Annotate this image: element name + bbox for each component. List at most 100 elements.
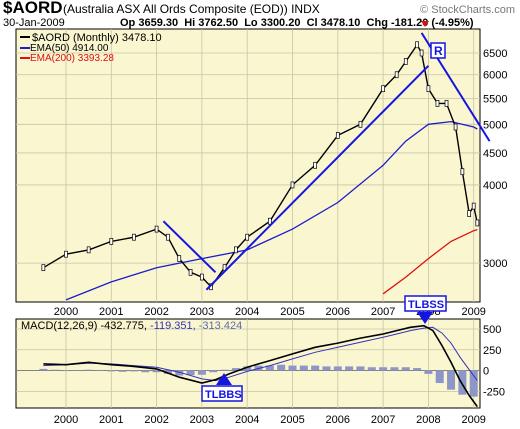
- histogram-bar: [62, 370, 70, 372]
- price-x-tick-label: 2002: [144, 306, 168, 318]
- histogram-bar: [95, 370, 104, 371]
- macd-title-value: -432.775,: [100, 320, 146, 332]
- histogram-bar: [447, 370, 456, 390]
- candle-body: [109, 238, 114, 245]
- macd-tick-label: -250: [483, 386, 505, 398]
- macd-x-tick-label: 2004: [235, 414, 259, 426]
- macd-axis: 500 250 0 -250: [483, 324, 505, 398]
- histogram-bar: [73, 370, 82, 371]
- candle-body: [200, 273, 204, 281]
- price-panel-bg: [15, 28, 481, 303]
- ohlc-readout: Op 3659.30 Hi 3762.50 Lo 3300.20 Cl 3478…: [120, 17, 474, 29]
- low-label: Lo: [244, 17, 258, 29]
- macd-title: MACD(12,26,9) -432.775, -119.351, -313.4…: [21, 320, 242, 332]
- candle-body: [188, 268, 193, 276]
- candle-body: [460, 168, 465, 176]
- legend-price: $AORD (Monthly) 3478.10: [32, 32, 162, 44]
- histogram-bar: [209, 370, 218, 373]
- tlbbs-label: TLBBS: [205, 389, 242, 401]
- macd-series-layer: [39, 324, 478, 408]
- resistance-box: [430, 42, 446, 59]
- macd-tick-label: 0: [483, 366, 489, 378]
- down-arrow-icon: [417, 312, 433, 324]
- close-value: 3478.10: [320, 17, 361, 29]
- macd-x-tick-label: 2009: [461, 414, 485, 426]
- histogram-bar: [469, 370, 478, 397]
- price-tick-label: 5000: [483, 119, 507, 131]
- ema50-line: [65, 120, 478, 301]
- macd-title-histogram: -313.424: [199, 320, 242, 332]
- candle-body: [471, 202, 476, 210]
- resistance-label: R: [434, 44, 443, 58]
- legend-ema50: EMA(50) 4914.00: [30, 43, 109, 54]
- signal-line: [43, 326, 478, 382]
- high-value: 3762.50: [198, 17, 239, 29]
- histogram-bar: [129, 370, 138, 372]
- candle-body: [177, 255, 182, 262]
- histogram-bar: [175, 370, 184, 376]
- macd-line: [43, 324, 478, 408]
- macd-panel: 500 250 0 -250 2000 2001 2002 2003 2004 2005 2006…: [15, 295, 505, 426]
- index-name: (Australia ASX All Ords Composite (EOD))…: [63, 2, 320, 16]
- high-label: Hi: [184, 17, 196, 29]
- histogram-bar: [390, 367, 399, 371]
- open-value: 3659.30: [138, 17, 179, 29]
- histogram-bar: [401, 367, 410, 371]
- candle-body: [245, 233, 250, 241]
- macd-x-tick-label: 2000: [54, 414, 78, 426]
- histogram-bar: [186, 370, 195, 376]
- histogram-bar: [322, 366, 331, 371]
- candle-body: [453, 123, 458, 131]
- histogram-bar: [243, 366, 252, 371]
- histogram-bar: [333, 366, 342, 371]
- candle-body: [86, 246, 91, 254]
- histogram-bar: [299, 365, 308, 371]
- change-value: -181.20 (-4.95%): [391, 17, 474, 29]
- histogram-bar: [197, 370, 206, 375]
- histogram-bar: [118, 370, 127, 372]
- candle-body: [394, 71, 399, 79]
- price-x-tick-label: 2000: [54, 306, 78, 318]
- macd-x-tick-label: 2007: [371, 414, 395, 426]
- brand-watermark[interactable]: © StockCharts.com: [420, 4, 515, 16]
- price-x-tick-label: 2001: [99, 306, 123, 318]
- price-x-tick-label: 2009: [461, 306, 485, 318]
- candle-body: [268, 217, 272, 225]
- macd-x-tick-label: 2002: [144, 414, 168, 426]
- histogram-bar: [141, 370, 150, 373]
- macd-tick-label: 500: [483, 324, 501, 336]
- macd-x-tick-label: 2006: [326, 414, 350, 426]
- price-tick-label: 6500: [483, 48, 507, 60]
- price-tick-label: 4500: [483, 148, 507, 160]
- tlbss-label: TLBSS: [408, 299, 444, 311]
- close-label: Cl: [306, 17, 318, 29]
- macd-tick-label: 250: [483, 345, 501, 357]
- histogram-bar: [39, 368, 48, 371]
- price-tick-label: 5500: [483, 93, 507, 105]
- candle-body: [381, 85, 385, 93]
- candle-body: [444, 100, 449, 107]
- candle-body: [313, 161, 317, 169]
- resistance-marker: R: [430, 42, 446, 59]
- histogram-bar: [413, 368, 422, 371]
- histogram-bar: [50, 369, 59, 371]
- price-x-tick-label: 2007: [371, 306, 395, 318]
- open-label: Op: [120, 17, 136, 29]
- histogram-bar: [435, 370, 444, 384]
- macd-title-signal: -119.351,: [150, 320, 196, 332]
- quote-date: 30-Jan-2009: [3, 17, 65, 29]
- histogram-bar: [367, 367, 376, 371]
- price-legend: $AORD (Monthly) 3478.10 EMA(50) 4914.00 …: [20, 32, 162, 64]
- trendline: [205, 65, 430, 291]
- macd-x-tick-label: 2008: [416, 414, 440, 426]
- candle-body: [419, 49, 424, 57]
- macd-x-axis: 2000 2001 2002 2003 2004 2005 2006 2007 2008 2009: [54, 414, 486, 426]
- price-x-tick-label: 2004: [235, 306, 259, 318]
- histogram-bar: [277, 364, 286, 371]
- candle-body: [403, 58, 408, 65]
- histogram-bar: [265, 365, 274, 371]
- macd-x-tick-label: 2001: [99, 414, 123, 426]
- price-panel: 3000 4000 4500 5000 5500 6000 6500 2000 2001 200…: [15, 28, 507, 318]
- candle-body: [64, 250, 68, 258]
